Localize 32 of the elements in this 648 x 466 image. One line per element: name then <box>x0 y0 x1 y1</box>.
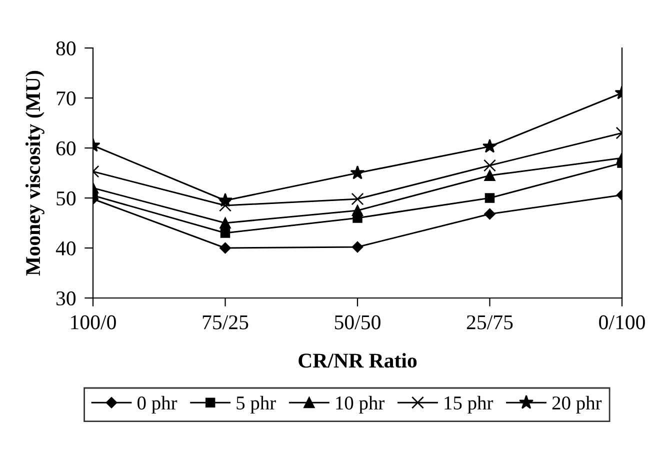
point <box>220 217 231 229</box>
x-tick-label: 25/75 <box>466 315 513 330</box>
point <box>218 192 233 207</box>
legend-label: 15 phr <box>444 396 494 414</box>
x-tick-label: 75/25 <box>202 315 248 330</box>
point <box>352 241 364 253</box>
y-tick-label: 30 <box>56 291 76 306</box>
y-tick-label: 40 <box>56 241 76 256</box>
point <box>220 228 230 238</box>
point <box>484 208 496 220</box>
point <box>352 204 364 216</box>
point <box>350 165 365 180</box>
y-tick-label: 70 <box>56 91 76 106</box>
x-tick-label: 100/0 <box>71 315 116 330</box>
x-tick-label: 0/100 <box>599 315 645 330</box>
point <box>484 170 496 182</box>
point <box>484 193 495 203</box>
legend-label: 5 phr <box>236 396 276 414</box>
point <box>351 192 364 206</box>
legend-label: 10 phr <box>336 396 384 414</box>
x-axis-title: CR/NR Ratio <box>298 353 417 368</box>
x-tick-label: 50/50 <box>334 315 380 330</box>
point <box>484 159 496 172</box>
point <box>219 199 232 212</box>
point <box>482 138 498 153</box>
y-tick-label: 60 <box>56 141 76 156</box>
y-tick-label: 50 <box>56 191 76 206</box>
y-tick-label: 80 <box>56 41 76 56</box>
point <box>220 242 231 254</box>
legend-label: 0 phr <box>138 396 178 414</box>
y-axis-title: Mooney viscosity (MU) <box>25 70 44 276</box>
legend-label: 20 phr <box>552 396 602 414</box>
